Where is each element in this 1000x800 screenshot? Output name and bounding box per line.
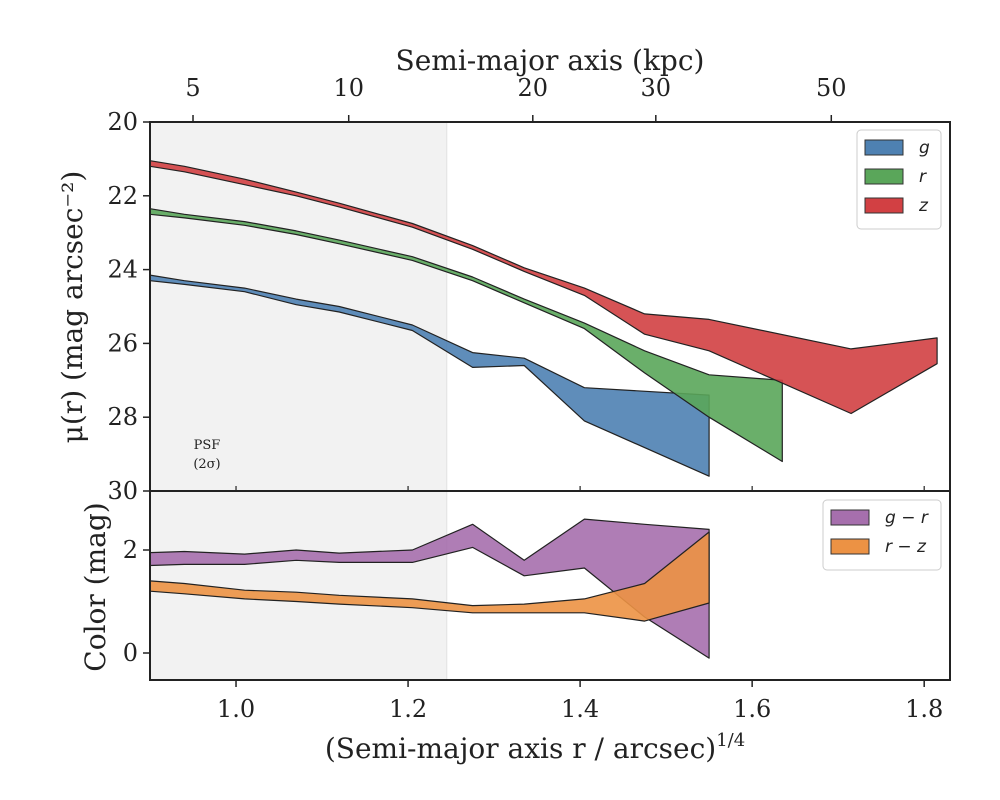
bottom-legend-swatch (830, 509, 870, 526)
bottom-legend-label: g − r (885, 508, 929, 528)
y-tick-label: 20 (107, 108, 138, 136)
bottom-legend-swatch (830, 538, 870, 555)
y-tick-label: 26 (107, 329, 138, 357)
x-axis-label: (Semi-major axis r / arcsec)1/4 (325, 730, 745, 765)
y-tick-label: 24 (107, 256, 138, 284)
x-axis: 1.0 1.2 1.4 1.6 1.8 (217, 486, 943, 723)
top-legend-swatch (864, 139, 904, 156)
x-tick-label: 1.8 (905, 695, 943, 723)
y-tick-label: 30 (107, 477, 138, 505)
top-legend-label: r (919, 167, 927, 187)
x-axis-label-exponent: 1/4 (716, 730, 745, 751)
color-profile-panel: 0 2 g − r r − z (123, 490, 951, 681)
top-legend-swatch (864, 168, 904, 185)
top-axis-label: Semi-major axis (kpc) (396, 44, 705, 77)
bottom-legend-label: r − z (885, 537, 927, 557)
x-tick-label: 1.0 (217, 695, 255, 723)
y-tick-label: 2 (123, 536, 138, 564)
x-axis-label-main: (Semi-major axis r / arcsec) (325, 732, 716, 765)
band-surface-r (149, 208, 783, 463)
top-legend-label: z (918, 196, 929, 216)
psf-label-line2: (2σ) (193, 457, 220, 472)
top-legend-label: g (919, 138, 930, 158)
band-surface-g (149, 274, 710, 477)
band-surface-z (149, 160, 938, 415)
bottom-panel-frame (149, 490, 951, 681)
y-tick-label: 0 (123, 639, 138, 667)
x-tick-label: 1.2 (389, 695, 427, 723)
x-tick-label: 1.6 (733, 695, 771, 723)
band-color-0 (149, 518, 710, 659)
y-tick-label: 28 (107, 403, 138, 431)
top-tick-label: 20 (518, 74, 549, 102)
top-tick-label: 30 (641, 74, 672, 102)
x-tick-label: 1.4 (561, 695, 599, 723)
y-axis-label-top: μ(r) (mag arcsec⁻²) (56, 171, 89, 444)
top-tick-label: 5 (185, 74, 200, 102)
psf-label-line1: PSF (194, 438, 221, 453)
top-tick-label: 10 (333, 74, 364, 102)
y-tick-label: 22 (107, 182, 138, 210)
top-legend-swatch (864, 197, 904, 214)
top-tick-label: 50 (816, 74, 847, 102)
y-axis-label-bottom: Color (mag) (79, 502, 112, 671)
band-color-1 (149, 531, 710, 622)
